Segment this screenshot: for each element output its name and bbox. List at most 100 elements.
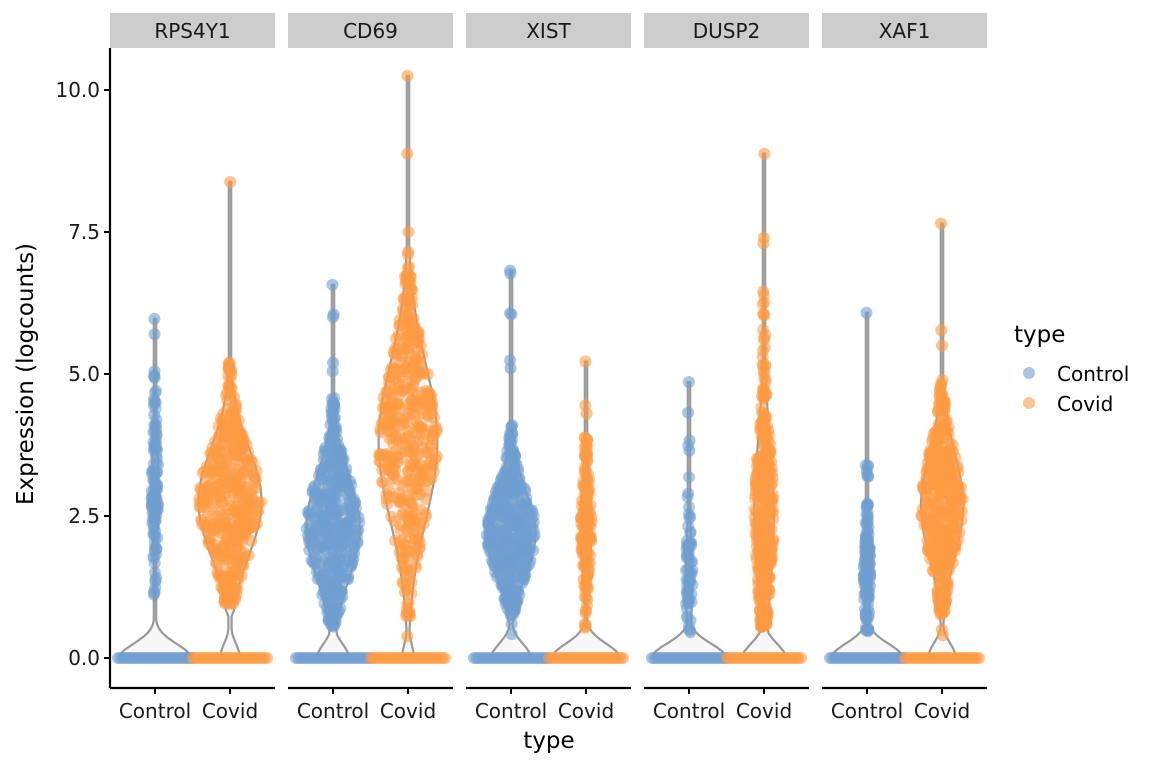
data-point	[519, 500, 532, 513]
data-point	[860, 549, 873, 561]
data-point	[307, 555, 319, 568]
data-point	[148, 475, 161, 487]
outlier-point	[936, 629, 949, 642]
y-axis-title: Expression (logcounts)	[13, 243, 39, 505]
data-point	[201, 491, 214, 504]
data-point	[757, 432, 770, 445]
data-point	[751, 517, 764, 530]
data-point	[483, 534, 496, 547]
data-point	[399, 278, 412, 291]
x-tick-label: Control	[119, 699, 191, 723]
facet-strip-label: XIST	[526, 19, 571, 43]
data-point	[488, 552, 501, 565]
outlier-point	[504, 362, 517, 375]
outlier-point	[580, 433, 593, 446]
outlier-point	[148, 328, 161, 341]
facet-strip-label: DUSP2	[693, 19, 761, 43]
data-point	[319, 552, 332, 565]
data-point	[228, 412, 241, 425]
data-point	[319, 441, 332, 454]
legend: type Control Covid	[1014, 322, 1129, 416]
data-point	[219, 418, 232, 431]
data-point	[373, 448, 386, 460]
outlier-point	[326, 365, 339, 378]
y-tick-label: 10.0	[55, 78, 100, 102]
x-tick-label: Covid	[202, 699, 258, 723]
outlier-point	[935, 217, 947, 230]
data-point	[759, 490, 772, 503]
facet-strip	[466, 13, 631, 48]
data-point	[230, 535, 243, 548]
data-point	[206, 464, 219, 477]
data-point	[327, 415, 340, 428]
data-point	[331, 476, 344, 489]
data-point	[917, 484, 930, 496]
data-point	[148, 438, 161, 451]
data-point	[413, 541, 426, 554]
outlier-point	[402, 226, 415, 238]
outlier-point	[936, 339, 948, 352]
data-point	[580, 541, 593, 554]
data-point	[415, 366, 428, 379]
data-point	[934, 385, 947, 398]
data-point	[232, 425, 245, 438]
facet-panel-rps4y1: RPS4Y1 Control Covid	[110, 13, 275, 723]
y-tick-label: 0.0	[68, 646, 100, 670]
data-point	[581, 454, 594, 467]
data-point	[222, 525, 234, 538]
data-point	[331, 464, 344, 477]
data-point	[414, 339, 427, 352]
data-point	[240, 481, 253, 494]
data-point	[322, 588, 335, 600]
data-point	[383, 386, 396, 399]
data-point	[943, 436, 956, 449]
outlier-point	[505, 617, 518, 630]
data-point	[328, 398, 341, 411]
facet-panels: RPS4Y1 Control Covid CD69 Control Covid XIST Co…	[110, 13, 987, 723]
x-tick-label: Control	[653, 699, 725, 723]
data-point	[147, 552, 160, 565]
outlier-point	[757, 237, 770, 250]
violin-group-covid	[365, 69, 451, 664]
data-point	[509, 509, 522, 522]
data-point	[310, 540, 323, 553]
data-point	[221, 402, 234, 415]
data-point	[521, 553, 534, 566]
outlier-point	[757, 285, 770, 298]
data-point	[748, 503, 761, 515]
data-point	[579, 605, 592, 618]
data-point	[242, 549, 255, 562]
data-point	[756, 582, 769, 595]
data-point	[222, 428, 235, 441]
data-point	[310, 565, 323, 578]
outlier-point	[580, 407, 593, 420]
data-point	[421, 409, 434, 422]
outlier-point	[579, 355, 592, 368]
data-point	[795, 652, 807, 664]
data-point	[496, 470, 509, 483]
outlier-point	[505, 308, 518, 321]
data-point	[407, 379, 420, 392]
data-point	[224, 381, 237, 394]
data-point	[227, 503, 240, 516]
data-point	[229, 472, 242, 484]
violin-group-covid	[721, 147, 807, 664]
data-point	[230, 449, 243, 462]
data-point	[396, 561, 408, 573]
data-point	[149, 386, 162, 399]
data-point	[761, 525, 773, 538]
x-tick-label: Covid	[558, 699, 614, 723]
data-point	[931, 563, 944, 576]
outlier-point	[861, 470, 874, 483]
data-point	[327, 428, 340, 441]
data-point	[313, 469, 325, 482]
data-point	[757, 344, 769, 357]
data-point	[936, 488, 949, 501]
data-point	[499, 597, 512, 610]
outlier-point	[401, 147, 414, 160]
data-point	[921, 498, 934, 511]
data-point	[223, 543, 236, 556]
data-point	[406, 497, 418, 510]
data-point	[149, 582, 162, 594]
data-point	[147, 499, 160, 512]
